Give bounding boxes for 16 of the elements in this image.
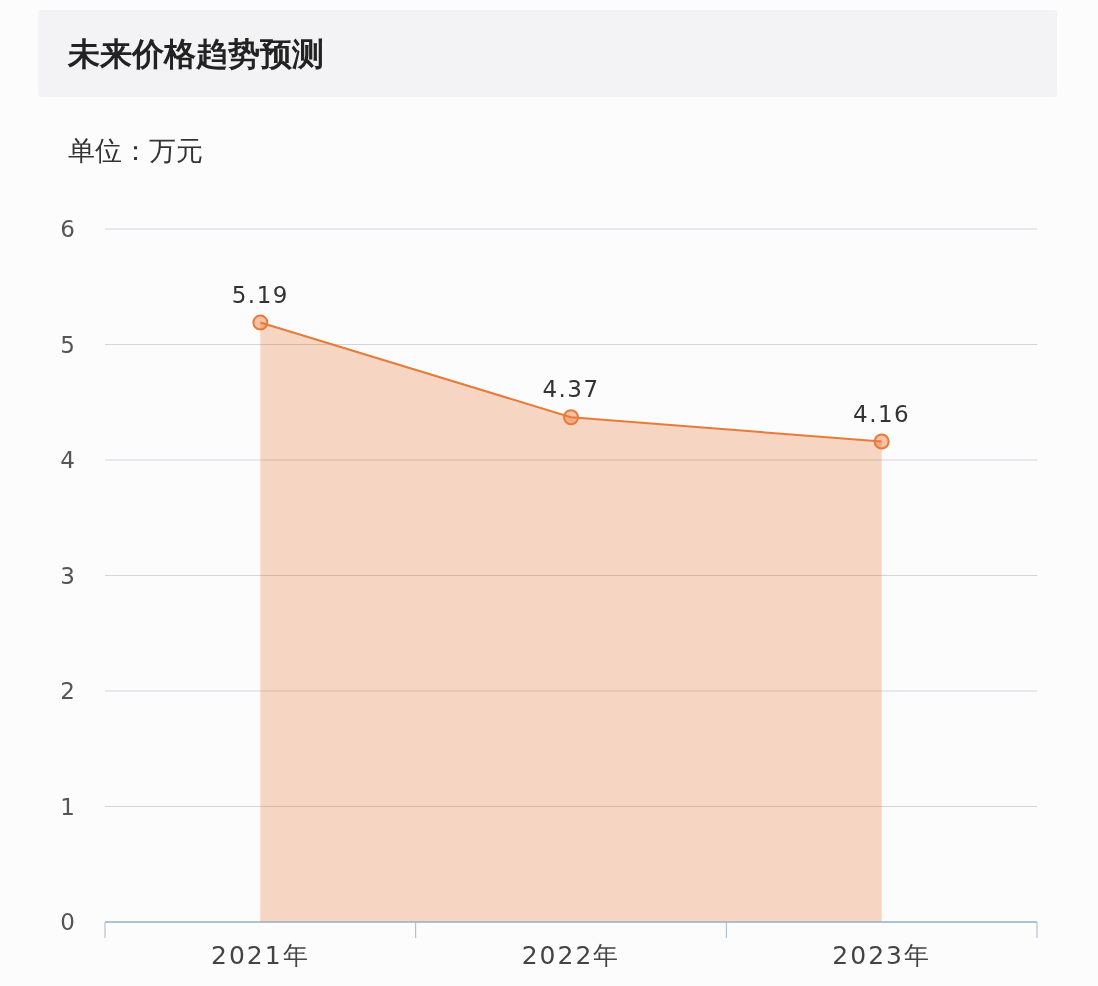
data-label: 5.19	[231, 281, 289, 308]
data-label: 4.16	[853, 400, 911, 427]
y-tick-label: 2	[60, 678, 75, 705]
y-axis-title: 单位：万元	[68, 134, 203, 168]
y-tick-label: 4	[60, 447, 75, 474]
title-panel: 未来价格趋势预测	[38, 10, 1057, 97]
y-tick-label: 1	[60, 793, 75, 820]
chart-title: 未来价格趋势预测	[68, 34, 324, 74]
data-label: 4.37	[542, 376, 600, 403]
x-tick-label: 2021年	[211, 941, 310, 970]
y-tick-label: 6	[60, 216, 75, 243]
y-tick-label: 5	[60, 331, 75, 358]
y-tick-label: 0	[60, 909, 75, 936]
x-tick-label: 2022年	[521, 941, 621, 970]
x-tick-label: 2023年	[832, 941, 931, 970]
y-tick-label: 3	[60, 562, 75, 589]
